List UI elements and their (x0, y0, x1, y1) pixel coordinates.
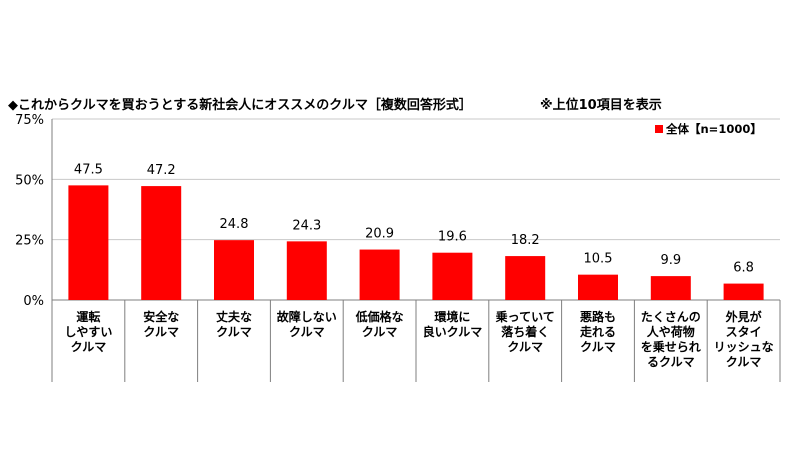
data-label: 9.9 (660, 253, 681, 268)
chart-note: ※上位10項目を表示 (540, 98, 662, 113)
x-tick-label: クルマ (71, 340, 107, 354)
x-tick-label: リッシュな (714, 340, 774, 354)
x-tick-label: クルマ (362, 325, 398, 339)
x-tick-label: 人や荷物 (647, 324, 695, 339)
data-label: 18.2 (511, 233, 540, 248)
x-tick-label: 丈夫な (216, 309, 252, 324)
bar (723, 283, 764, 300)
data-label: 19.6 (438, 230, 467, 245)
x-tick-label: スタイ (726, 325, 762, 339)
y-tick-label: 50% (15, 173, 44, 188)
bar (650, 276, 691, 300)
x-tick-label: るクルマ (647, 355, 695, 369)
x-tick-label: クルマ (580, 340, 616, 354)
data-label: 6.8 (733, 261, 754, 276)
x-tick-label: クルマ (726, 355, 762, 369)
data-label: 24.3 (292, 218, 321, 233)
x-tick-label: を乗せられ (641, 340, 701, 354)
x-tick-label: 乗っていて (496, 310, 555, 324)
legend-label: 全体【n=1000】 (666, 122, 762, 136)
bar (359, 249, 400, 300)
bar (286, 241, 327, 300)
x-tick-label: クルマ (507, 340, 543, 354)
chart-title: ◆これからクルマを買おうとする新社会人にオススメのクルマ［複数回答形式］ ※上位… (8, 94, 792, 113)
legend: 全体【n=1000】 (655, 122, 762, 136)
bar (141, 186, 182, 300)
x-tick-label: 故障しない (277, 309, 337, 324)
x-tick-label: 安全な (143, 309, 179, 324)
x-tick-label: 低価格な (355, 309, 404, 324)
x-tick-label: 落ち着く (501, 324, 549, 339)
chart-title-text: ◆これからクルマを買おうとする新社会人にオススメのクルマ［複数回答形式］ (8, 98, 472, 113)
bar (432, 252, 473, 300)
bar (505, 256, 546, 300)
x-tick-label: クルマ (216, 325, 252, 339)
data-label: 47.2 (147, 163, 176, 178)
x-tick-label: クルマ (289, 325, 325, 339)
x-tick-label: 走れる (580, 324, 616, 339)
bar (68, 185, 109, 300)
x-tick-label: 外見が (726, 309, 762, 324)
x-tick-label: クルマ (143, 325, 179, 339)
x-tick-label: 環境に (434, 309, 470, 324)
y-tick-label: 75% (15, 113, 44, 128)
x-tick-label: 悪路も (580, 309, 616, 324)
data-label: 20.9 (365, 227, 394, 242)
x-tick-label: 運転 (76, 309, 100, 324)
y-tick-label: 0% (23, 294, 44, 309)
legend-swatch (655, 125, 663, 133)
x-tick-label: たくさんの (641, 310, 701, 324)
data-label: 10.5 (584, 252, 613, 267)
bar (214, 240, 254, 300)
data-label: 24.8 (220, 217, 249, 232)
data-label: 47.5 (74, 162, 103, 177)
x-tick-label: しやすい (64, 325, 112, 339)
x-tick-label: 良いクルマ (423, 324, 483, 339)
y-tick-label: 25% (15, 234, 44, 249)
bar (578, 274, 618, 300)
